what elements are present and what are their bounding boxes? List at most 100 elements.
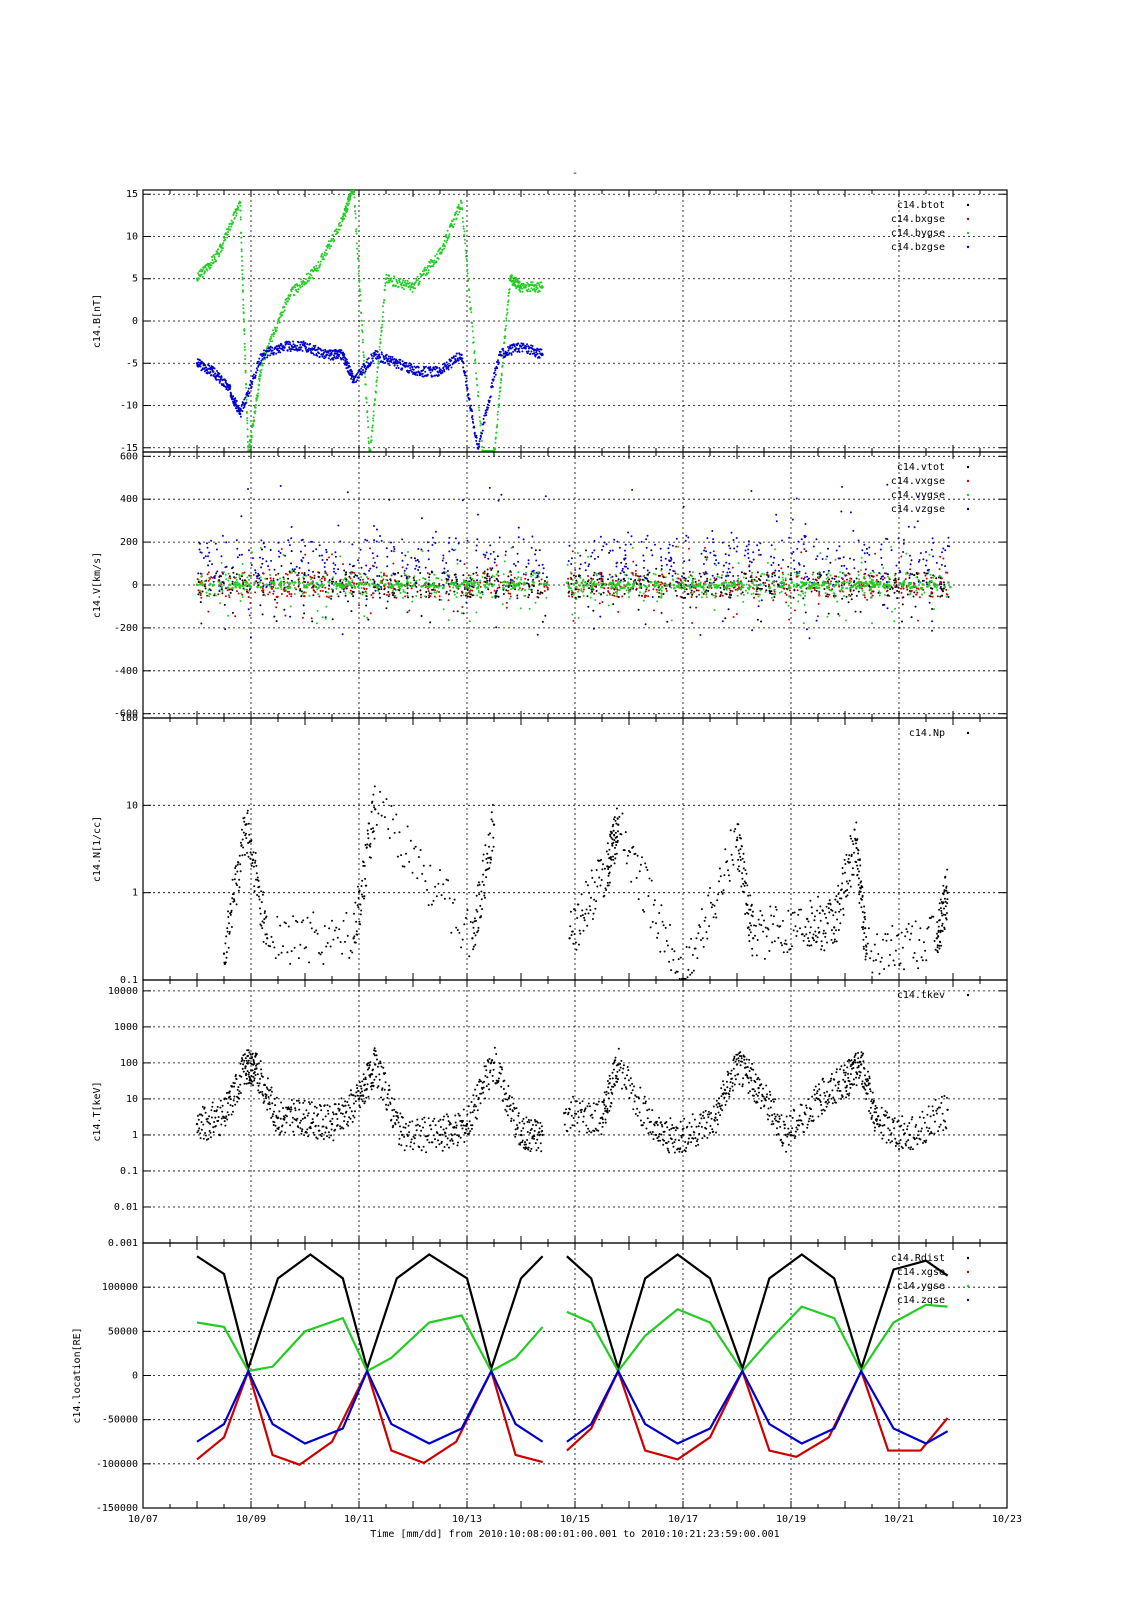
velocity-point [490, 568, 493, 571]
data-point [475, 434, 478, 437]
velocity-point [827, 569, 830, 572]
velocity-point [660, 581, 663, 584]
data-point [365, 397, 368, 400]
data-point [439, 247, 442, 250]
velocity-point [727, 554, 730, 557]
data-point [361, 324, 364, 326]
velocity-point [204, 555, 207, 558]
velocity-point [802, 543, 805, 546]
data-point [218, 381, 221, 384]
velocity-point [763, 573, 766, 576]
data-point [261, 364, 264, 367]
velocity-point [220, 555, 223, 558]
velocity-point [675, 545, 678, 548]
data-point [436, 366, 439, 369]
data-point [469, 308, 472, 311]
data-point [508, 291, 511, 294]
velocity-point [434, 542, 437, 544]
velocity-point [365, 592, 368, 595]
velocity-point [440, 598, 443, 601]
velocity-point [728, 562, 731, 565]
velocity-point [466, 539, 469, 542]
velocity-point [206, 573, 209, 576]
velocity-point [864, 568, 867, 571]
velocity-point [357, 577, 360, 580]
velocity-point [241, 579, 244, 582]
data-point [299, 348, 302, 351]
velocity-point [898, 590, 900, 593]
data-point [536, 287, 539, 290]
velocity-point [379, 535, 381, 537]
data-point [468, 397, 471, 400]
velocity-point [302, 556, 305, 559]
data-point [213, 256, 216, 259]
data-point [376, 376, 379, 379]
velocity-point [356, 574, 359, 577]
data-point [356, 247, 359, 250]
data-point [490, 382, 493, 385]
velocity-point [785, 583, 788, 586]
velocity-point [448, 536, 451, 539]
velocity-point [646, 579, 649, 582]
legend-label: c14.vtot [897, 462, 945, 473]
velocity-point [366, 616, 369, 619]
velocity-point [541, 563, 544, 566]
velocity-point [426, 541, 429, 544]
data-point [290, 348, 293, 351]
velocity-point [622, 578, 625, 581]
data-point [229, 387, 232, 390]
velocity-point [369, 547, 371, 550]
velocity-point [900, 591, 903, 594]
velocity-point [315, 548, 318, 551]
data-point [403, 284, 406, 287]
velocity-point [621, 567, 624, 570]
velocity-point [760, 620, 762, 623]
data-point [268, 347, 271, 349]
data-point [386, 277, 389, 280]
velocity-point [431, 544, 434, 546]
data-point [230, 219, 233, 222]
data-point [237, 206, 239, 209]
velocity-point [577, 590, 580, 593]
velocity-point [447, 541, 450, 544]
velocity-point [652, 588, 655, 591]
data-point [498, 394, 501, 397]
velocity-point [443, 567, 446, 570]
velocity-point [307, 569, 310, 572]
velocity-point [849, 590, 852, 593]
data-point [495, 431, 498, 434]
data-point [318, 355, 321, 358]
velocity-point [543, 585, 546, 588]
data-point [362, 371, 365, 374]
data-point [250, 441, 252, 444]
velocity-point [669, 568, 671, 571]
velocity-point [654, 573, 657, 576]
velocity-point [904, 578, 907, 580]
velocity-point [208, 551, 211, 554]
velocity-point [651, 596, 654, 598]
velocity-point [324, 590, 327, 593]
velocity-point [467, 574, 470, 577]
velocity-point [423, 577, 426, 580]
velocity-point [277, 572, 280, 575]
velocity-point [448, 593, 450, 596]
velocity-point [291, 568, 294, 571]
data-point [337, 223, 340, 225]
velocity-point [724, 579, 727, 582]
data-point [212, 254, 215, 257]
velocity-point [718, 576, 721, 579]
velocity-point [760, 587, 763, 590]
velocity-point [736, 589, 739, 592]
velocity-point [437, 577, 440, 580]
velocity-point [776, 583, 779, 586]
velocity-point [438, 582, 441, 585]
velocity-point [645, 577, 648, 580]
data-point [240, 241, 243, 244]
velocity-point [536, 589, 539, 592]
velocity-point [756, 571, 759, 574]
velocity-point [476, 566, 479, 569]
velocity-point [454, 573, 457, 576]
velocity-point [404, 574, 406, 577]
velocity-point [639, 591, 641, 594]
velocity-point [350, 610, 353, 613]
